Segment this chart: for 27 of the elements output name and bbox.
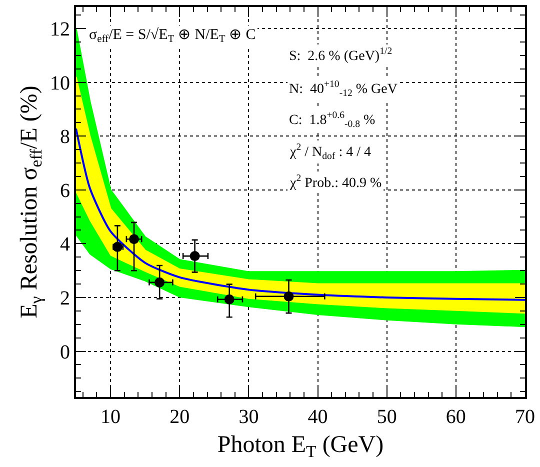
x-tick-label: 20 xyxy=(170,406,190,428)
point xyxy=(129,234,140,244)
x-tick-label: 10 xyxy=(100,406,121,428)
point xyxy=(284,291,294,302)
x-tick-label: 50 xyxy=(376,406,397,428)
x-tick-label: 60 xyxy=(446,406,466,428)
y-tick-label: 8 xyxy=(60,126,70,148)
x-axis-title: Photon E$_{T}$ (GeV) xyxy=(217,432,384,461)
y-tick-label: 2 xyxy=(60,287,70,310)
annotation: χ$^{2}$ Prob.: 40.9 % xyxy=(289,173,382,191)
x-tick-label: 40 xyxy=(308,406,328,428)
point xyxy=(154,277,165,288)
x-tick-label: 30 xyxy=(238,406,259,428)
line-series xyxy=(76,128,525,301)
point xyxy=(190,251,200,262)
y-tick-label: 10 xyxy=(50,72,70,94)
annotation: χ$^{2}$ / N$_{dof}$ : 4 / 4 xyxy=(289,142,371,162)
y-tick-label: 4 xyxy=(60,234,70,256)
y-tick-label: 6 xyxy=(60,180,70,202)
annotation: σ$_{eff}$/E = S/√E$_{T}$ ⊕ N/E$_{T}$ ⊕ C xyxy=(89,27,256,46)
annotation: N: 40$^{+10}$$_{-12}$ % GeV xyxy=(289,79,398,99)
annotation: S: 2.6 % (GeV)$^{1/2}$ xyxy=(289,46,392,64)
annotation: C: 1.8$^{+0.6}$$_{-0.8}$ % xyxy=(289,110,376,130)
y-tick-label: 0 xyxy=(60,341,70,364)
y-tick-label: 12 xyxy=(50,18,70,41)
x-tick-label: 70 xyxy=(515,406,535,428)
point xyxy=(224,294,234,304)
